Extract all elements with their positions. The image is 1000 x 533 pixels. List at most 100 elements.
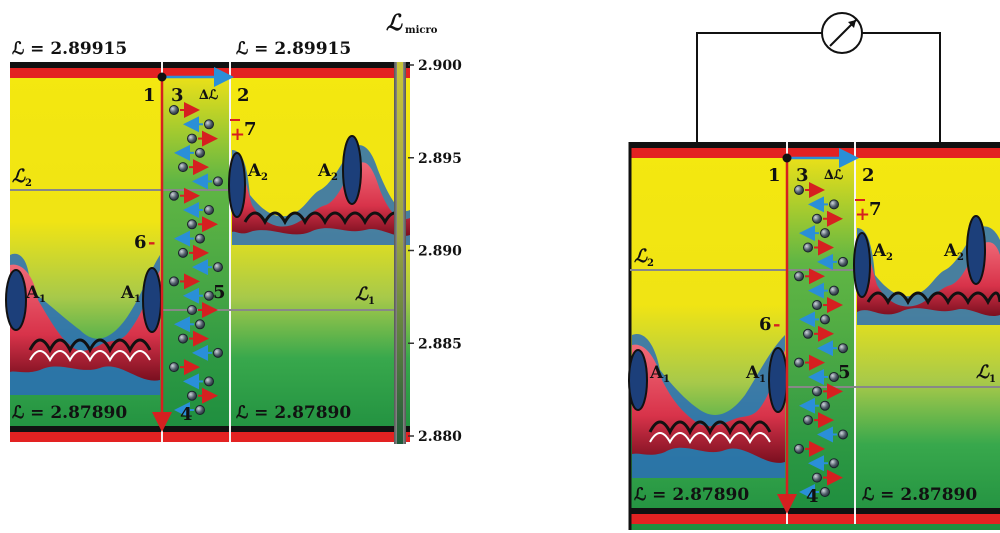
color-scale-title: ℒ (386, 10, 403, 36)
particle (204, 376, 214, 387)
particle (178, 247, 188, 258)
particle (169, 362, 179, 373)
left-region-a1-sub-left: 1 (39, 294, 46, 305)
left-top-black-bar (10, 62, 410, 68)
particle (829, 371, 839, 382)
right-marker-2: 2 (862, 165, 875, 186)
color-scale-tick-label: 2.885 (418, 336, 462, 352)
left-plus-sign: + (230, 124, 245, 145)
right-top-black-bar (630, 142, 1000, 148)
left-region-a2-sub-right: 2 (331, 172, 338, 183)
particle (204, 205, 214, 215)
left-level-l1-label: ℒ (355, 284, 369, 305)
right-marker-4: 4 (806, 486, 819, 507)
left-junction-dot (157, 72, 167, 82)
left-region-a1-label-left: A (25, 283, 40, 303)
right-minus-sign: - (773, 314, 780, 335)
left-region-a2-sub-left: 2 (261, 172, 268, 183)
right-region-a2-label-right: A (943, 241, 958, 261)
particle (187, 305, 197, 315)
circuit-wire (696, 32, 941, 142)
right-delta-label: ∆ℒ (824, 168, 844, 183)
particle (838, 429, 848, 440)
particle (820, 400, 830, 411)
particle (829, 458, 839, 469)
left-minus-sign: - (148, 232, 155, 253)
particle (820, 487, 830, 497)
particle (169, 276, 179, 287)
left-delta-label: ∆ℒ (199, 88, 219, 103)
right-region-a2-sub-left: 2 (886, 252, 893, 263)
left-top-right-label: ℒ = 2.89915 (236, 39, 351, 59)
particle (178, 333, 188, 344)
particle (838, 256, 848, 267)
particle (178, 162, 188, 173)
particle (213, 262, 223, 273)
left-region-a1-shape (5, 253, 162, 395)
left-particle-stream (169, 102, 223, 418)
left-bottom-black-bar (10, 426, 410, 432)
particle (794, 271, 804, 282)
right-top-red-bar (630, 148, 1000, 158)
particle (195, 405, 205, 415)
particle (794, 357, 804, 368)
color-scale-ticks: 2.900 2.895 2.890 2.885 2.880 (408, 58, 462, 445)
particle (803, 415, 813, 426)
color-scale-tick-label: 2.900 (418, 58, 462, 74)
meter-needle-head (848, 20, 856, 28)
right-particle-stream (794, 182, 848, 500)
right-level-l2-label: ℒ (634, 246, 648, 267)
left-level-l2-label: ℒ (12, 166, 26, 187)
right-level-l1-label: ℒ (976, 362, 990, 383)
right-region-a1-label-right: A (745, 363, 760, 383)
right-region-a2-sub-right: 2 (957, 252, 964, 263)
left-region-a1-sub-right: 1 (134, 294, 141, 305)
left-marker-5: 5 (213, 282, 226, 303)
particle (803, 328, 813, 339)
color-scale-tick-label: 2.895 (418, 151, 462, 167)
particle (829, 199, 839, 210)
right-bottom-black-bar (630, 508, 1000, 514)
left-region-a2-label-right: A (317, 161, 332, 181)
right-marker-1: 1 (768, 165, 781, 186)
left-bottom-right-label: ℒ = 2.87890 (236, 403, 351, 423)
particle (187, 219, 197, 230)
particle (794, 443, 804, 454)
particle (169, 105, 179, 115)
left-marker-6: 6 (134, 232, 147, 253)
particle (812, 300, 822, 311)
right-marker-3: 3 (796, 165, 809, 186)
particle (204, 290, 214, 301)
right-region-a1-label-left: A (649, 363, 664, 383)
particle (204, 119, 214, 130)
particle (213, 347, 223, 358)
color-scale-tick-label: 2.880 (418, 429, 462, 445)
right-bottom-left-label: ℒ = 2.87890 (634, 485, 749, 505)
left-region-a2-shape (228, 135, 410, 245)
right-plus-sign: + (855, 204, 870, 225)
right-band-diagram: ℒ = 2.87890 ℒ = 2.87890 ℒ 2 ℒ 1 1 3 ∆ℒ 2… (628, 12, 1000, 530)
right-marker-6: 6 (759, 314, 772, 335)
color-scale: ℒ micro 2.900 2.895 2.890 2.885 2.880 (386, 10, 462, 445)
particle (195, 147, 205, 158)
particle (812, 386, 822, 397)
particle (794, 185, 804, 195)
particle (187, 390, 197, 401)
left-top-red-bar (10, 68, 410, 78)
left-bottom-left-label: ℒ = 2.87890 (12, 403, 127, 423)
right-marker-7: 7 (869, 199, 882, 220)
right-region-a1-shape (628, 334, 788, 478)
particle (829, 285, 839, 296)
right-region-a1-sub-left: 1 (663, 374, 670, 385)
right-level-l2-subscript: 2 (647, 258, 654, 269)
particle (820, 228, 830, 239)
particle (169, 190, 179, 201)
right-bottom-red-bar (630, 514, 1000, 524)
particle (812, 472, 822, 483)
particle (812, 213, 822, 224)
particle (803, 242, 813, 253)
particle (213, 176, 223, 187)
particle (838, 343, 848, 354)
particle (820, 314, 830, 325)
